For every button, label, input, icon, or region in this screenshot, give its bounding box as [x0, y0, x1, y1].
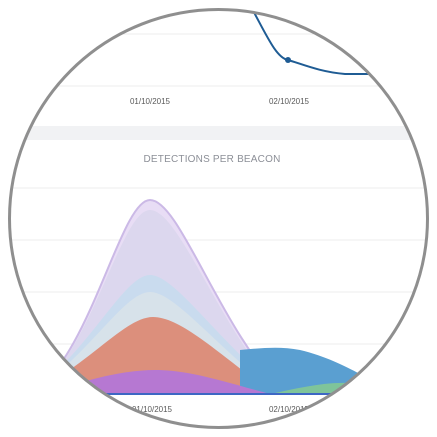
series-area: [30, 317, 275, 394]
panel-title: DETECTIONS PER BEACON: [144, 154, 281, 165]
detections-per-beacon-panel: DETECTIONS PER BEACON 01/10/2015 02/10/2…: [9, 154, 428, 414]
section-divider: [9, 126, 428, 140]
data-point[interactable]: [285, 57, 291, 63]
series-area: [240, 347, 428, 394]
top-x-tick-label: 01/10/2015: [130, 97, 171, 106]
panel-x-tick-label: 02/10/2015: [269, 405, 310, 414]
top-x-tick-label: 02/10/2015: [269, 97, 310, 106]
series-area: [45, 370, 270, 394]
panel-x-tick-label: 01/10/2015: [132, 405, 173, 414]
lens-border: [8, 8, 429, 429]
